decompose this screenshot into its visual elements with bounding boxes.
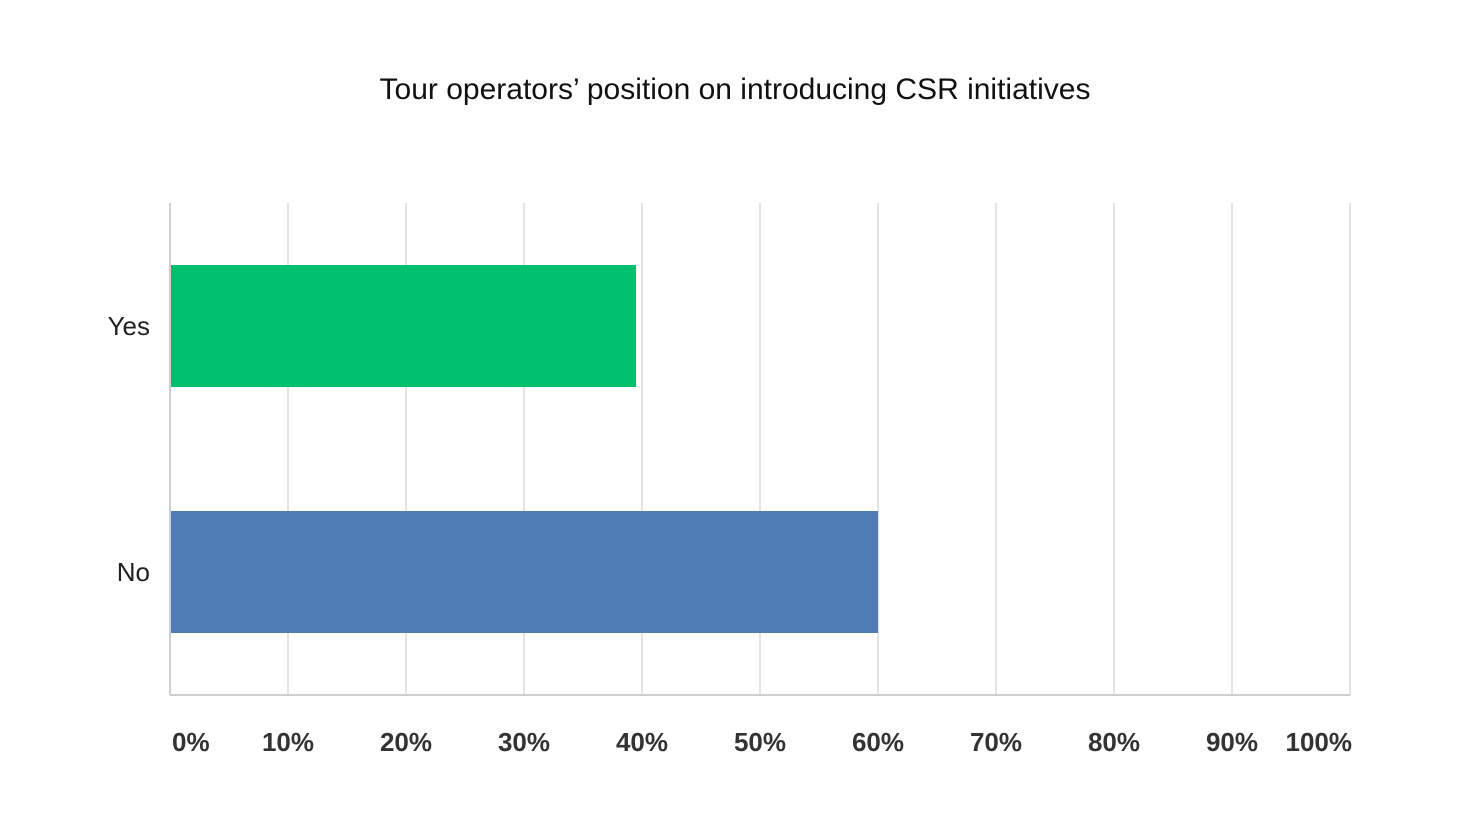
x-tick-label: 10% bbox=[262, 727, 314, 757]
x-tick-label: 50% bbox=[734, 727, 786, 757]
bar-no bbox=[170, 511, 878, 633]
bar-yes bbox=[170, 265, 637, 387]
category-label: Yes bbox=[108, 311, 150, 341]
x-tick-label: 80% bbox=[1088, 727, 1140, 757]
x-tick-label: 20% bbox=[380, 727, 432, 757]
x-tick-labels: 0% 10% 20% 30% 40% 50% 60% 70% 80% 90% 100% bbox=[172, 727, 1352, 757]
x-tick-label: 30% bbox=[498, 727, 550, 757]
chart-title: Tour operators’ position on introducing … bbox=[380, 73, 1091, 106]
axes bbox=[169, 203, 1350, 696]
x-tick-label: 0% bbox=[172, 727, 210, 757]
category-labels: Yes No bbox=[108, 311, 150, 587]
x-tick-label: 60% bbox=[852, 727, 904, 757]
bars bbox=[170, 265, 878, 633]
x-tick-label: 70% bbox=[970, 727, 1022, 757]
x-tick-label: 100% bbox=[1286, 727, 1353, 757]
x-tick-label: 90% bbox=[1206, 727, 1258, 757]
x-tick-label: 40% bbox=[616, 727, 668, 757]
category-label: No bbox=[117, 557, 150, 587]
